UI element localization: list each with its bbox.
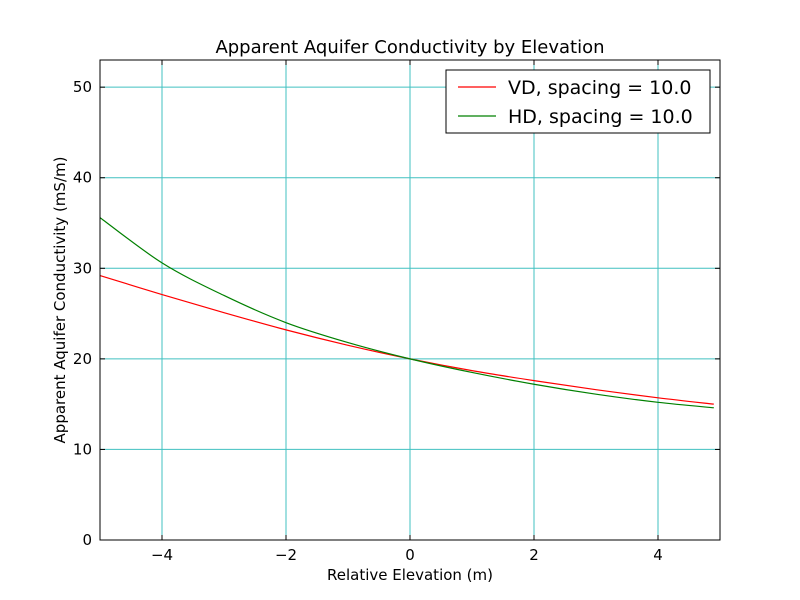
y-tick-label: 20 bbox=[73, 350, 92, 368]
x-tick-label: 0 bbox=[405, 546, 415, 564]
x-tick-label: 4 bbox=[653, 546, 663, 564]
y-tick-label: 30 bbox=[73, 259, 92, 277]
series-lines bbox=[99, 217, 714, 409]
legend-label: HD, spacing = 10.0 bbox=[508, 106, 693, 128]
y-tick-label: 10 bbox=[73, 440, 92, 458]
chart-title: Apparent Aquifer Conductivity by Elevati… bbox=[215, 37, 604, 58]
series-line-1 bbox=[99, 217, 714, 409]
y-tick-label: 0 bbox=[82, 531, 92, 549]
x-tick-label: 2 bbox=[529, 546, 539, 564]
x-tick-label: −4 bbox=[151, 546, 173, 564]
legend-label: VD, spacing = 10.0 bbox=[508, 77, 691, 99]
x-axis-label: Relative Elevation (m) bbox=[327, 566, 493, 584]
legend: VD, spacing = 10.0 HD, spacing = 10.0 bbox=[445, 69, 711, 134]
x-tick-label: −2 bbox=[275, 546, 297, 564]
y-tick-label: 40 bbox=[73, 169, 92, 187]
legend-box bbox=[445, 69, 711, 134]
y-tick-label: 50 bbox=[73, 78, 92, 96]
series-line-0 bbox=[99, 274, 714, 405]
y-axis-label: Apparent Aquifer Conductivity (mS/m) bbox=[51, 157, 69, 444]
